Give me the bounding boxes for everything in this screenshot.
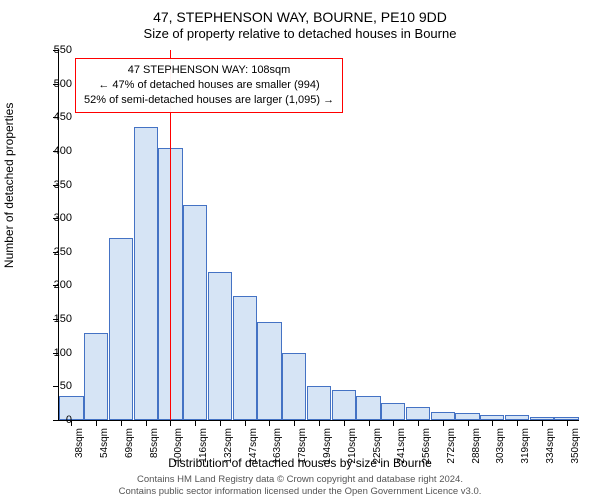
x-tick bbox=[269, 420, 270, 426]
x-tick-label: 85sqm bbox=[149, 428, 160, 458]
bar bbox=[183, 205, 207, 420]
info-box-line: ← 47% of detached houses are smaller (99… bbox=[84, 78, 334, 93]
bar bbox=[381, 403, 405, 420]
x-tick-label: 288sqm bbox=[471, 428, 482, 464]
x-tick-label: 132sqm bbox=[223, 428, 234, 464]
x-tick-label: 256sqm bbox=[421, 428, 432, 464]
bar bbox=[431, 412, 455, 420]
y-tick-label: 550 bbox=[42, 44, 72, 56]
y-tick-label: 100 bbox=[42, 347, 72, 359]
x-tick-label: 194sqm bbox=[322, 428, 333, 464]
bar bbox=[134, 127, 158, 420]
chart-subtitle: Size of property relative to detached ho… bbox=[0, 26, 600, 41]
y-tick-label: 50 bbox=[42, 380, 72, 392]
x-tick-label: 319sqm bbox=[520, 428, 531, 464]
x-tick bbox=[319, 420, 320, 426]
x-tick bbox=[245, 420, 246, 426]
y-tick-label: 450 bbox=[42, 111, 72, 123]
bar bbox=[109, 238, 133, 420]
y-axis-label: Number of detached properties bbox=[2, 103, 16, 268]
bar bbox=[307, 386, 331, 420]
x-tick-label: 54sqm bbox=[99, 428, 110, 458]
x-tick-label: 241sqm bbox=[396, 428, 407, 464]
x-tick-label: 100sqm bbox=[173, 428, 184, 464]
x-tick-label: 272sqm bbox=[446, 428, 457, 464]
x-tick-label: 163sqm bbox=[272, 428, 283, 464]
x-tick-label: 210sqm bbox=[347, 428, 358, 464]
x-tick bbox=[443, 420, 444, 426]
bar bbox=[406, 407, 430, 420]
y-tick-label: 500 bbox=[42, 78, 72, 90]
bar bbox=[332, 390, 356, 420]
info-box: 47 STEPHENSON WAY: 108sqm← 47% of detach… bbox=[75, 58, 343, 113]
x-tick-label: 350sqm bbox=[570, 428, 581, 464]
chart-title: 47, STEPHENSON WAY, BOURNE, PE10 9DD bbox=[0, 0, 600, 26]
x-tick bbox=[170, 420, 171, 426]
x-tick bbox=[121, 420, 122, 426]
footer-line1: Contains HM Land Registry data © Crown c… bbox=[0, 474, 600, 486]
x-tick-label: 69sqm bbox=[124, 428, 135, 458]
info-box-line: 52% of semi-detached houses are larger (… bbox=[84, 93, 334, 108]
footer-line2: Contains public sector information licen… bbox=[0, 486, 600, 498]
x-tick bbox=[567, 420, 568, 426]
x-tick bbox=[96, 420, 97, 426]
x-tick bbox=[344, 420, 345, 426]
x-tick-label: 147sqm bbox=[248, 428, 259, 464]
x-tick-label: 225sqm bbox=[372, 428, 383, 464]
x-tick-label: 334sqm bbox=[545, 428, 556, 464]
x-tick bbox=[542, 420, 543, 426]
bar bbox=[84, 333, 108, 420]
x-tick bbox=[369, 420, 370, 426]
info-box-line: 47 STEPHENSON WAY: 108sqm bbox=[84, 63, 334, 78]
chart-container: 47, STEPHENSON WAY, BOURNE, PE10 9DD Siz… bbox=[0, 0, 600, 500]
x-tick bbox=[393, 420, 394, 426]
x-tick bbox=[195, 420, 196, 426]
x-tick bbox=[492, 420, 493, 426]
x-tick-label: 116sqm bbox=[198, 428, 209, 463]
bar bbox=[257, 322, 281, 420]
x-tick bbox=[468, 420, 469, 426]
x-tick bbox=[294, 420, 295, 426]
y-tick-label: 0 bbox=[42, 414, 72, 426]
bar bbox=[208, 272, 232, 420]
y-tick-label: 350 bbox=[42, 179, 72, 191]
x-tick bbox=[517, 420, 518, 426]
x-tick-label: 303sqm bbox=[495, 428, 506, 464]
bar bbox=[233, 296, 257, 420]
bar bbox=[282, 353, 306, 420]
y-tick-label: 300 bbox=[42, 212, 72, 224]
x-tick bbox=[146, 420, 147, 426]
x-tick bbox=[418, 420, 419, 426]
x-tick bbox=[220, 420, 221, 426]
y-tick-label: 150 bbox=[42, 313, 72, 325]
x-tick-label: 178sqm bbox=[297, 428, 308, 464]
x-tick-label: 38sqm bbox=[74, 428, 85, 458]
bar bbox=[455, 413, 479, 420]
y-tick-label: 250 bbox=[42, 246, 72, 258]
y-tick-label: 400 bbox=[42, 145, 72, 157]
bar bbox=[356, 396, 380, 420]
footer-text: Contains HM Land Registry data © Crown c… bbox=[0, 474, 600, 498]
y-tick-label: 200 bbox=[42, 279, 72, 291]
